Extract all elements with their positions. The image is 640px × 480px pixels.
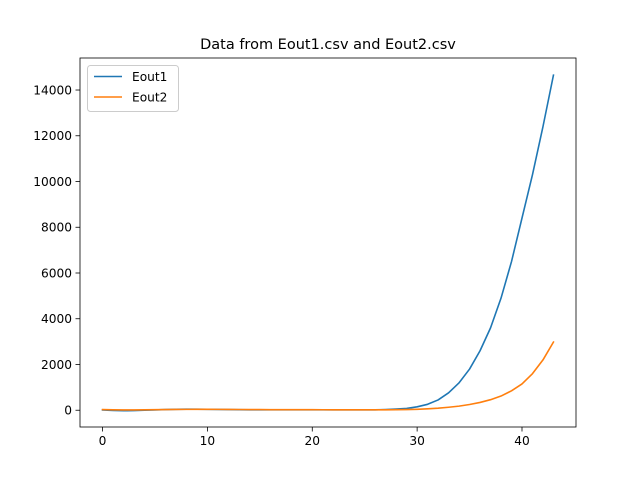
y-tick-label: 6000	[41, 266, 72, 280]
y-tick-label: 8000	[41, 221, 72, 235]
legend: Eout1 Eout2	[87, 65, 179, 112]
axes-layer: 0 10 20 30 40 0 2000 4000 6000 8000 10000 12000 1400…	[33, 57, 577, 448]
x-tick-label: 10	[200, 434, 216, 448]
y-tick-label: 2000	[41, 358, 72, 372]
x-tick-label: 30	[409, 434, 425, 448]
x-tick-label: 20	[305, 434, 321, 448]
y-tick-label: 14000	[33, 83, 72, 97]
legend-label-eout2: Eout2	[132, 90, 167, 104]
x-tick-label: 40	[514, 434, 530, 448]
y-tick-label: 4000	[41, 312, 72, 326]
series-line-eout2	[101, 340, 555, 411]
y-tick-label: 10000	[33, 175, 72, 189]
y-tick-label: 12000	[33, 129, 72, 143]
x-tick-label: 0	[99, 434, 107, 448]
legend-label-eout1: Eout1	[132, 70, 167, 84]
series-line-eout1	[101, 74, 555, 412]
y-tick-label: 0	[64, 404, 72, 418]
series-layer	[101, 74, 555, 412]
plot-frame	[79, 57, 577, 428]
chart-title: Data from Eout1.csv and Eout2.csv	[200, 37, 456, 53]
